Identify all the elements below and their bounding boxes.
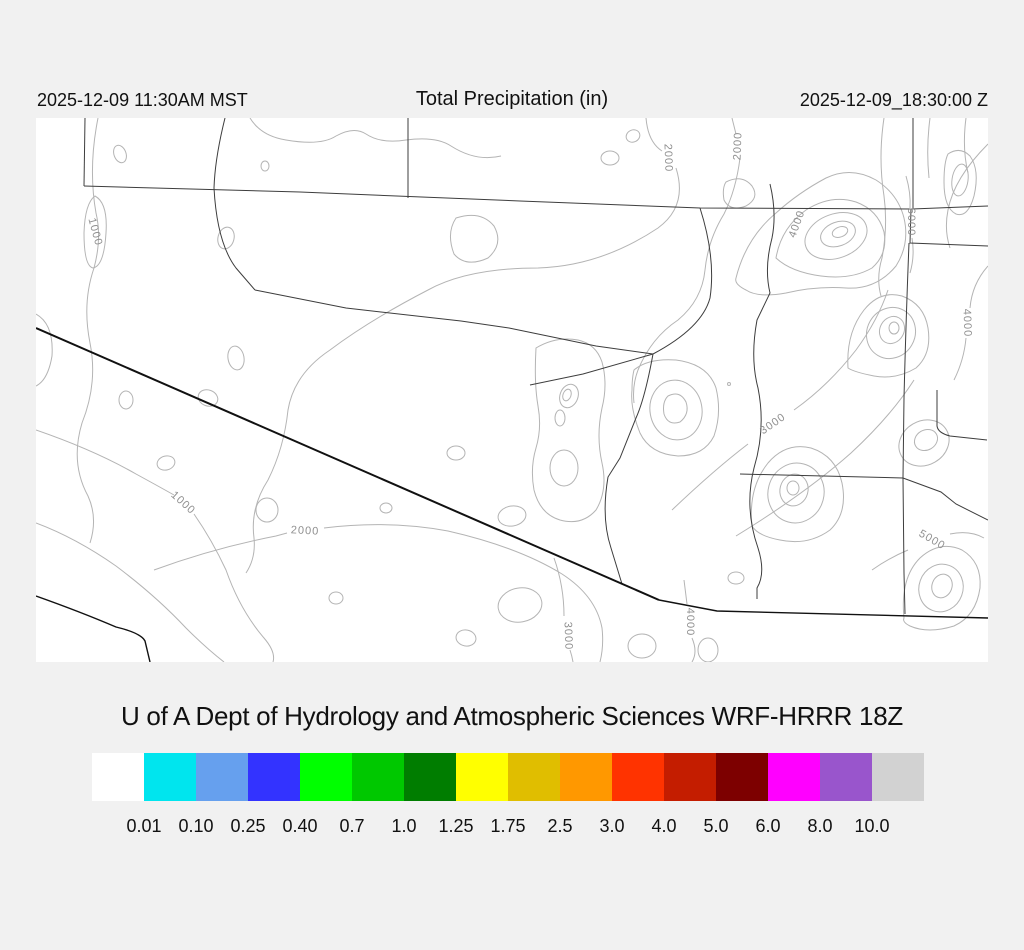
attribution-title: U of A Dept of Hydrology and Atmospheric…	[121, 701, 903, 731]
colorbar-swatch	[560, 753, 612, 801]
valid-time-local: 2025-12-09 11:30AM MST	[37, 90, 248, 110]
contour-label: 4000	[960, 308, 974, 338]
colorbar-labels: 0.01 0.10 0.25 0.40 0.7 1.0 1.25 1.75 2.5 3.0 4.0 5…	[92, 816, 924, 842]
colorbar-swatch	[300, 753, 352, 801]
colorbar-tick-label: 0.7	[339, 816, 365, 836]
contour-label: 2000	[290, 524, 320, 538]
colorbar-tick-label: 0.40	[282, 816, 318, 836]
colorbar-swatch	[612, 753, 664, 801]
colorbar-tick-label: 1.25	[438, 816, 474, 836]
colorbar-swatch	[664, 753, 716, 801]
colorbar-tick-label: 0.10	[178, 816, 214, 836]
colorbar-swatch	[352, 753, 404, 801]
valid-time-utc: 2025-12-09_18:30:00 Z	[799, 90, 988, 110]
colorbar-tick-label: 10.0	[854, 816, 890, 836]
colorbar-swatch	[768, 753, 820, 801]
colorbar-tick-label: 2.5	[547, 816, 573, 836]
colorbar-swatch	[404, 753, 456, 801]
colorbar-tick-label: 0.01	[126, 816, 162, 836]
colorbar-tick-label: 1.75	[490, 816, 526, 836]
colorbar-swatch	[820, 753, 872, 801]
colorbar-swatch	[716, 753, 768, 801]
colorbar-swatch	[92, 753, 144, 801]
colorbar	[92, 753, 924, 801]
colorbar-tick-label: 0.25	[230, 816, 266, 836]
colorbar-swatch	[508, 753, 560, 801]
contour-label: 4000	[684, 607, 696, 637]
map-title: Total Precipitation (in)	[415, 88, 609, 110]
colorbar-tick-label: 3.0	[599, 816, 625, 836]
map-canvas: 1000 2000 2000 4000 6000 4000 3000 1000 2000 3000…	[36, 118, 988, 662]
contour-label: 2000	[731, 131, 745, 161]
boundary-lines	[83, 118, 988, 615]
contour-label: 2000	[661, 143, 675, 173]
colorbar-tick-label: 1.0	[391, 816, 417, 836]
elevation-contours	[36, 118, 988, 662]
contour-map-graphic	[36, 118, 988, 662]
colorbar-swatch	[144, 753, 196, 801]
border-line	[36, 327, 988, 662]
colorbar-tick-label: 4.0	[651, 816, 677, 836]
colorbar-swatch	[872, 753, 924, 801]
colorbar-tick-label: 5.0	[703, 816, 729, 836]
colorbar-swatch	[248, 753, 300, 801]
contour-label: 3000	[561, 621, 575, 651]
contour-label: 6000	[905, 207, 917, 237]
colorbar-tick-label: 6.0	[755, 816, 781, 836]
colorbar-swatch	[456, 753, 508, 801]
colorbar-tick-label: 8.0	[807, 816, 833, 836]
colorbar-swatch	[196, 753, 248, 801]
